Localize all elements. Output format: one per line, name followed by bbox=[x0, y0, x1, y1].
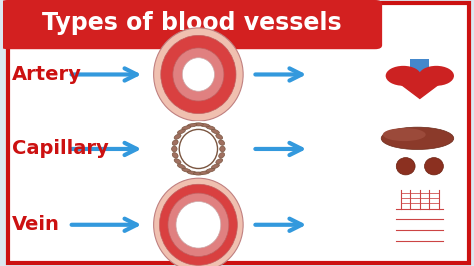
Ellipse shape bbox=[206, 168, 215, 172]
FancyBboxPatch shape bbox=[8, 3, 469, 263]
Ellipse shape bbox=[419, 66, 454, 86]
Ellipse shape bbox=[206, 126, 215, 130]
Ellipse shape bbox=[172, 146, 177, 152]
Ellipse shape bbox=[219, 153, 225, 158]
Ellipse shape bbox=[211, 164, 219, 169]
Text: Artery: Artery bbox=[12, 65, 82, 84]
Ellipse shape bbox=[386, 66, 421, 86]
Text: Vein: Vein bbox=[12, 215, 60, 234]
Polygon shape bbox=[392, 77, 448, 98]
Ellipse shape bbox=[154, 178, 243, 266]
Ellipse shape bbox=[177, 129, 185, 134]
Ellipse shape bbox=[193, 172, 203, 175]
FancyBboxPatch shape bbox=[0, 0, 382, 49]
Ellipse shape bbox=[187, 171, 197, 174]
Ellipse shape bbox=[177, 164, 185, 169]
Ellipse shape bbox=[219, 140, 225, 145]
Text: Capillary: Capillary bbox=[12, 139, 109, 159]
Ellipse shape bbox=[161, 35, 236, 114]
Ellipse shape bbox=[179, 130, 218, 169]
Ellipse shape bbox=[182, 168, 191, 172]
Ellipse shape bbox=[396, 157, 415, 175]
Ellipse shape bbox=[154, 28, 243, 121]
Ellipse shape bbox=[425, 157, 443, 175]
Ellipse shape bbox=[159, 184, 237, 265]
Ellipse shape bbox=[172, 140, 178, 145]
Ellipse shape bbox=[172, 153, 178, 158]
Ellipse shape bbox=[174, 134, 181, 139]
Ellipse shape bbox=[200, 124, 210, 127]
Ellipse shape bbox=[216, 159, 223, 164]
Ellipse shape bbox=[383, 128, 426, 141]
Ellipse shape bbox=[171, 121, 226, 177]
Ellipse shape bbox=[168, 193, 229, 256]
Ellipse shape bbox=[216, 134, 223, 139]
Ellipse shape bbox=[174, 159, 181, 164]
Ellipse shape bbox=[182, 126, 191, 130]
Ellipse shape bbox=[381, 127, 454, 149]
Ellipse shape bbox=[200, 171, 210, 174]
Ellipse shape bbox=[211, 129, 219, 134]
Ellipse shape bbox=[220, 146, 225, 152]
Ellipse shape bbox=[176, 202, 221, 248]
Ellipse shape bbox=[182, 58, 215, 91]
Ellipse shape bbox=[187, 124, 197, 127]
Text: Types of blood vessels: Types of blood vessels bbox=[42, 11, 341, 35]
FancyBboxPatch shape bbox=[410, 59, 429, 77]
Ellipse shape bbox=[173, 48, 224, 101]
Ellipse shape bbox=[193, 123, 203, 126]
